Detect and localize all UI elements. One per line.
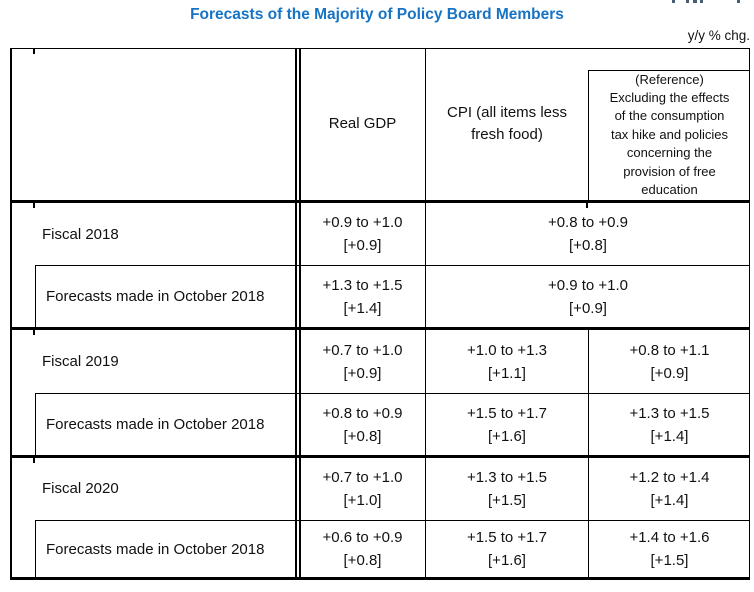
range-value: +1.3 to +1.5 <box>466 468 548 486</box>
reference-header-line3: of the consumption <box>614 108 725 124</box>
page-title: Forecasts of the Majority of Policy Boar… <box>190 6 564 23</box>
reference-header-line1: (Reference) <box>635 71 704 87</box>
reference-header-line6: provision of free <box>623 163 716 179</box>
median-value: [+1.1] <box>488 364 526 382</box>
median-value: [+1.4] <box>650 491 689 509</box>
row-label-text: Fiscal 2018 <box>42 225 119 243</box>
range-value: +0.7 to +1.0 <box>322 341 403 359</box>
row-label-forecasts-october-2018-fy2019: Forecasts made in October 2018 <box>10 394 331 455</box>
cell-reference-fiscal-2019: +0.8 to +1.1 [+0.9] <box>589 330 750 393</box>
row-label-forecasts-october-2018-fy2020: Forecasts made in October 2018 <box>10 521 331 577</box>
range-value: +0.6 to +0.9 <box>322 529 403 546</box>
column-header-reference: (Reference) Excluding the effects of the… <box>589 70 750 200</box>
row-label-text: Forecasts made in October 2018 <box>46 540 265 558</box>
cell-cpi-fiscal-2020: +1.3 to +1.5 [+1.5] <box>426 458 588 519</box>
cell-real-gdp-fiscal-2020: +0.7 to +1.0 [+1.0] <box>300 458 425 519</box>
row-label-fiscal-2019: Fiscal 2019 <box>10 330 327 393</box>
range-value: +0.8 to +0.9 <box>322 404 403 422</box>
cell-real-gdp-fiscal-2018: +0.9 to +1.0 [+0.9] <box>300 203 425 265</box>
median-value: [+1.5] <box>488 491 526 509</box>
median-value: [+1.6] <box>488 552 526 569</box>
row-label-text: Forecasts made in October 2018 <box>46 416 265 433</box>
median-value: [+0.8] <box>343 427 382 445</box>
range-value: +1.5 to +1.7 <box>466 404 548 422</box>
cell-reference-fiscal-2020: +1.2 to +1.4 [+1.4] <box>589 458 750 519</box>
reference-header-line4: tax hike and policies <box>610 126 729 142</box>
median-value: [+0.9] <box>343 237 382 254</box>
row-label-text: Forecasts made in October 2018 <box>46 288 265 305</box>
row-label-forecasts-october-2018-fy2018: Forecasts made in October 2018 <box>10 266 331 327</box>
median-value: [+1.0] <box>343 491 382 509</box>
median-value: [+1.5] <box>650 552 689 569</box>
real-gdp-header-label: Real GDP <box>328 115 397 132</box>
cpi-header-line2: fresh food) <box>471 126 543 143</box>
median-value: [+1.4] <box>343 299 382 317</box>
range-value: +0.8 to +0.9 <box>547 214 629 231</box>
cell-cpi-previous-fy2019: +1.5 to +1.7 [+1.6] <box>426 394 588 455</box>
row-label-fiscal-2020: Fiscal 2020 <box>10 458 327 519</box>
range-value: +0.9 to +1.0 <box>547 276 629 294</box>
reference-header-line5: concerning the <box>626 145 713 161</box>
cell-reference-previous-fy2020: +1.4 to +1.6 [+1.5] <box>589 521 750 577</box>
row-label-text: Fiscal 2020 <box>42 480 119 497</box>
median-value: [+0.9] <box>343 364 382 382</box>
column-header-real-gdp: Real GDP <box>300 48 425 200</box>
cell-cpi-reference-merged-fiscal-2018: +0.8 to +0.9 [+0.8] <box>426 203 750 265</box>
unit-note: y/y % chg. <box>687 28 750 43</box>
median-value: [+0.8] <box>343 552 382 569</box>
range-value: +0.9 to +1.0 <box>322 214 403 231</box>
median-value: [+0.8] <box>569 237 607 254</box>
cell-cpi-reference-merged-previous-fy2018: +0.9 to +1.0 [+0.9] <box>426 266 750 327</box>
range-value: +1.3 to +1.5 <box>629 404 710 422</box>
cell-real-gdp-previous-fy2020: +0.6 to +0.9 [+0.8] <box>300 521 425 577</box>
row-label-fiscal-2018: Fiscal 2018 <box>10 203 327 265</box>
cell-real-gdp-previous-fy2018: +1.3 to +1.5 [+1.4] <box>300 266 425 327</box>
range-value: +0.7 to +1.0 <box>322 468 403 486</box>
cpi-header-line1: CPI (all items less <box>446 104 568 121</box>
range-value: +1.5 to +1.7 <box>466 529 548 546</box>
column-header-cpi: CPI (all items less fresh food) <box>426 48 588 200</box>
row-label-text: Fiscal 2019 <box>42 353 119 370</box>
median-value: [+1.6] <box>488 427 526 445</box>
median-value: [+0.9] <box>569 299 607 317</box>
range-value: +1.4 to +1.6 <box>629 529 710 546</box>
median-value: [+0.9] <box>650 364 689 382</box>
range-value: +0.8 to +1.1 <box>629 341 710 359</box>
reference-header-line2: Excluding the effects <box>609 89 730 105</box>
cell-cpi-previous-fy2020: +1.5 to +1.7 [+1.6] <box>426 521 588 577</box>
range-value: +1.2 to +1.4 <box>629 468 710 486</box>
cell-real-gdp-previous-fy2019: +0.8 to +0.9 [+0.8] <box>300 394 425 455</box>
median-value: [+1.4] <box>650 427 689 445</box>
cell-real-gdp-fiscal-2019: +0.7 to +1.0 [+0.9] <box>300 330 425 393</box>
reference-header-line7: education <box>641 182 698 198</box>
range-value: +1.3 to +1.5 <box>322 276 403 294</box>
cell-reference-previous-fy2019: +1.3 to +1.5 [+1.4] <box>589 394 750 455</box>
cell-cpi-fiscal-2019: +1.0 to +1.3 [+1.1] <box>426 330 588 393</box>
range-value: +1.0 to +1.3 <box>466 341 548 359</box>
